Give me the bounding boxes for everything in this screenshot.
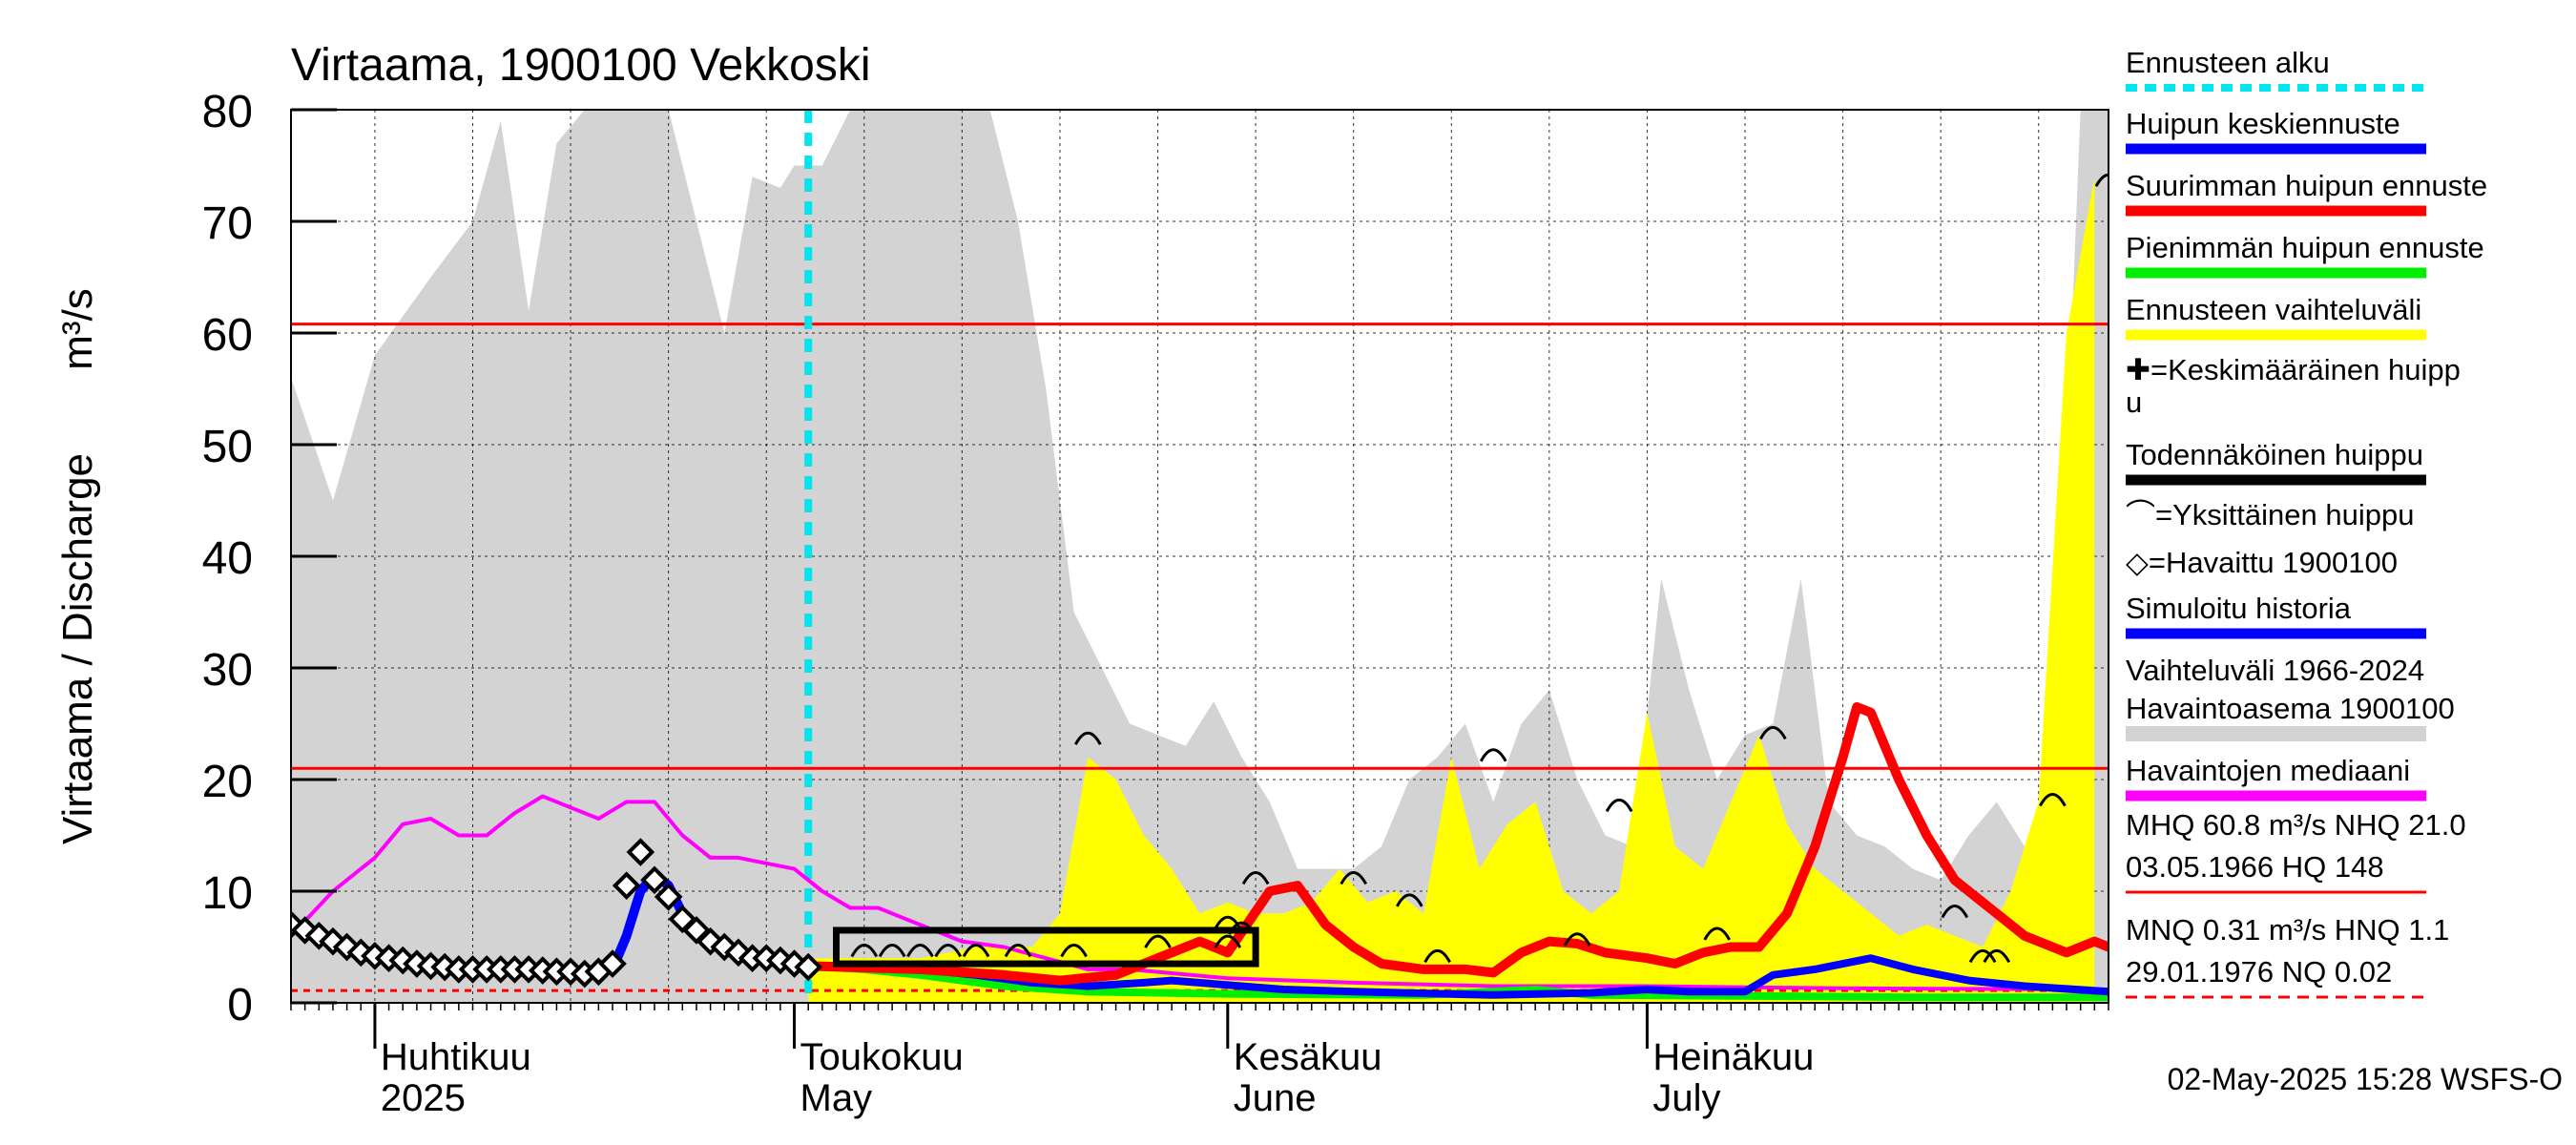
single-peak-marker [1703, 926, 1732, 941]
observed-point [319, 926, 347, 956]
forecast-range-area [808, 177, 2095, 1003]
y-tick-label: 70 [202, 198, 253, 249]
observed-point [612, 871, 641, 900]
single-peak-marker [962, 944, 990, 958]
observed-point [668, 905, 697, 934]
legend-label-prob_peak: Todennäköinen huippu [2126, 438, 2423, 471]
observed-point [598, 949, 627, 978]
timestamp: 02-May-2025 15:28 WSFS-O [2168, 1062, 2563, 1096]
y-tick-label: 80 [202, 87, 253, 137]
legend-swatch-forecast_range [2126, 329, 2426, 341]
y-tick-label: 20 [202, 757, 253, 807]
single-peak-marker [1758, 725, 1787, 740]
single-peak-marker [850, 944, 879, 958]
x-month-label: Heinäkuu [1652, 1036, 1814, 1078]
chart-title: Virtaama, 1900100 Vekkoski [291, 40, 871, 91]
y-tick-label: 50 [202, 422, 253, 472]
x-month-sublabel: July [1652, 1077, 1720, 1119]
legend-label-hist_range: Vaihteluväli 1966-2024 [2126, 654, 2424, 687]
legend-swatch-prob_peak [2126, 474, 2426, 486]
y-axis-unit: m³/s [54, 288, 101, 370]
x-month-sublabel: June [1234, 1077, 1317, 1119]
x-month-label: Toukokuu [800, 1036, 964, 1078]
series-line-max_peak [803, 702, 2109, 986]
y-tick-label: 60 [202, 310, 253, 361]
single-peak-marker [1941, 905, 1969, 919]
x-month-label: Huhtikuu [381, 1036, 531, 1078]
observed-point [654, 883, 683, 911]
y-axis: 0 10 20 30 40 50 60 70 80 [202, 87, 337, 1030]
single-peak-marker [1395, 893, 1423, 907]
single-peak-marker [1060, 944, 1088, 958]
single-peak-marker [878, 944, 906, 958]
legend-label2-mnq: 29.01.1976 NQ 0.02 [2126, 955, 2392, 989]
single-peak-marker [1605, 798, 1633, 813]
legend-label-forecast_start: Ennusteen alku [2126, 46, 2330, 79]
single-peak-marker [1479, 748, 1507, 762]
y-tick-label: 0 [227, 980, 253, 1030]
single-peak-marker [1228, 921, 1256, 935]
x-month-sublabel: 2025 [381, 1077, 466, 1119]
single-peak-marker [1563, 932, 1591, 947]
single-peak-marker [934, 944, 963, 958]
legend-label-single_peak: ⌒=Yksittäinen huippu [2126, 498, 2414, 531]
single-peak-marker [1968, 948, 1997, 964]
observed-point [291, 916, 320, 945]
single-peak-marker [2094, 173, 2109, 187]
observed-point [640, 865, 669, 895]
legend-swatch-max_peak [2126, 205, 2426, 217]
legend-label-mean_peak: Huipun keskiennuste [2126, 107, 2400, 140]
legend-swatch-mhq [2126, 890, 2426, 894]
single-peak-marker [1983, 948, 2011, 964]
single-peak-marker [1423, 948, 1451, 964]
observed-point [794, 952, 823, 982]
legend-label-observed: ◇=Havaittu 1900100 [2126, 546, 2398, 579]
probable-peak-box [833, 926, 1259, 968]
legend-label2-hist_range: Havaintoasema 1900100 [2126, 692, 2455, 725]
single-peak-marker [2039, 793, 2067, 807]
legend-swatch-mean_peak [2126, 143, 2426, 155]
y-tick-label: 30 [202, 645, 253, 696]
single-peak-marker [1214, 934, 1242, 948]
observed-point [682, 916, 711, 945]
legend-label-max_peak: Suurimman huipun ennuste [2126, 169, 2487, 202]
legend-swatch-median [2126, 790, 2426, 802]
legend-label-mhq: MHQ 60.8 m³/s NHQ 21.0 [2126, 808, 2466, 842]
legend-label-simulated: Simuloitu historia [2126, 592, 2352, 625]
x-month-label: Kesäkuu [1234, 1036, 1382, 1078]
single-peak-marker [906, 944, 934, 958]
legend-label2-mhq: 03.05.1966 HQ 148 [2126, 850, 2384, 884]
legend-label-forecast_range: Ennusteen vaihteluväli [2126, 293, 2421, 326]
legend-swatch-hist_range [2126, 726, 2426, 741]
x-month-sublabel: May [800, 1077, 873, 1119]
single-peak-marker [1004, 944, 1032, 958]
y-tick-label: 40 [202, 533, 253, 584]
legend-label2-avg_peak: u [2126, 385, 2142, 419]
single-peak-marker [1144, 934, 1172, 948]
legend-label-avg_peak: ✚=Keskimääräinen huipp [2126, 353, 2461, 386]
legend-label-min_peak: Pienimmän huipun ennuste [2126, 231, 2484, 264]
legend-swatch-min_peak [2126, 267, 2426, 279]
single-peak-marker [1340, 870, 1368, 885]
observed-point [626, 838, 655, 866]
single-peak-marker [1073, 731, 1102, 745]
y-axis-label: Virtaama / Discharge [54, 453, 101, 844]
y-tick-label: 10 [202, 868, 253, 919]
plot-area [291, 110, 2109, 1003]
series-line-median [291, 794, 2109, 991]
legend-label-median: Havaintojen mediaani [2126, 754, 2410, 787]
legend: Ennusteen alku Huipun keskiennuste Suurimm… [2126, 46, 2487, 999]
observed-point [304, 921, 334, 950]
legend-swatch-simulated [2126, 628, 2426, 639]
legend-label-mnq: MNQ 0.31 m³/s HNQ 1.1 [2126, 913, 2449, 947]
single-peak-marker [1241, 870, 1270, 885]
